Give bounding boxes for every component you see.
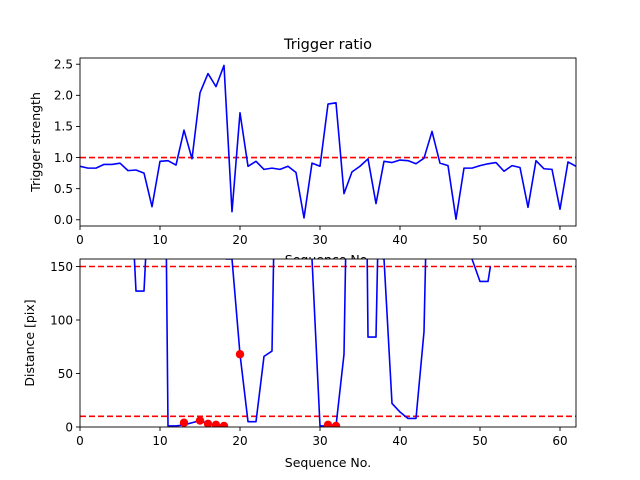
data-point-marker xyxy=(235,350,245,359)
data-point-marker xyxy=(331,421,341,427)
series-line xyxy=(80,64,576,220)
y-tick-label: 0.5 xyxy=(54,182,73,196)
x-tick-label: 50 xyxy=(472,233,487,247)
plot-area xyxy=(80,64,576,220)
data-point-marker xyxy=(203,419,213,427)
x-tick-label: 30 xyxy=(312,233,327,247)
x-tick-label: 20 xyxy=(232,233,247,247)
x-tick-label: 60 xyxy=(552,233,567,247)
data-point-marker xyxy=(195,416,205,425)
y-tick-label: 2.0 xyxy=(54,89,73,103)
y-tick-label: 0 xyxy=(65,420,73,434)
distance-axes: Distance [pix] Sequence No. 0 10 20 30 40 50 6… xyxy=(22,258,577,470)
axes-frame xyxy=(79,258,577,428)
y-tick-label: 150 xyxy=(50,260,73,274)
x-tick-label: 0 xyxy=(76,233,84,247)
x-tick-label: 30 xyxy=(312,434,327,448)
x-tick-label: 10 xyxy=(152,233,167,247)
x-tick-label: 40 xyxy=(392,233,407,247)
trigger-ratio-axes: Trigger ratio Trigger strength Sequence … xyxy=(28,37,577,267)
x-tick-label: 20 xyxy=(232,434,247,448)
data-point-marker xyxy=(211,420,221,427)
data-point-marker xyxy=(179,418,189,427)
chart-title: Trigger ratio xyxy=(283,37,372,53)
plot-area xyxy=(80,259,576,427)
x-tick-label: 10 xyxy=(152,434,167,448)
y-tick-label: 50 xyxy=(58,367,73,381)
axes-frame xyxy=(79,57,577,227)
data-point-marker xyxy=(323,420,333,427)
y-tick-label: 0.0 xyxy=(54,213,73,227)
x-tick-label: 0 xyxy=(76,434,84,448)
x-tick-label: 40 xyxy=(392,434,407,448)
y-tick-label: 100 xyxy=(50,313,73,327)
y-axis-label: Trigger strength xyxy=(28,92,43,193)
x-tick-label: 60 xyxy=(552,434,567,448)
plot-background xyxy=(80,259,576,427)
x-axis-label: Sequence No. xyxy=(285,455,371,470)
y-tick-label: 2.5 xyxy=(54,58,73,72)
y-tick-label: 1.0 xyxy=(54,151,73,165)
y-axis-label: Distance [pix] xyxy=(22,299,37,386)
y-tick-label: 1.5 xyxy=(54,120,73,134)
data-point-marker xyxy=(219,421,229,427)
x-tick-label: 50 xyxy=(472,434,487,448)
